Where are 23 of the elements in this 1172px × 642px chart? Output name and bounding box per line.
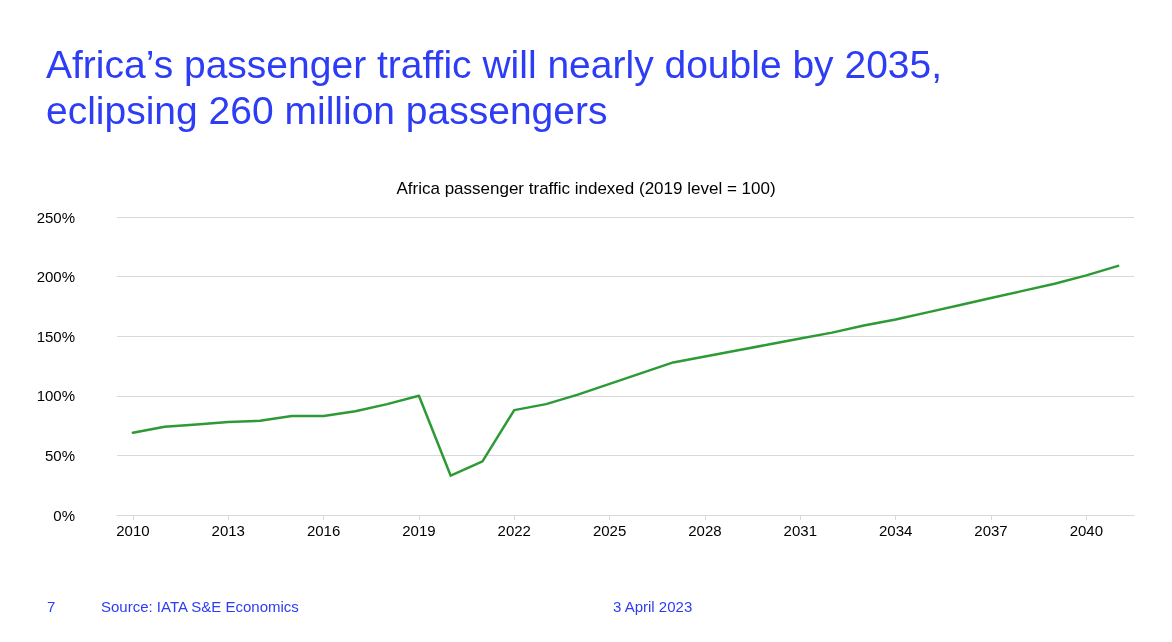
x-tick-label: 2037: [974, 522, 1008, 539]
y-tick-label: 250%: [36, 208, 75, 226]
x-tick-label: 2040: [1069, 522, 1104, 539]
x-tick-label: 2019: [402, 522, 436, 539]
text: 3 April 2023: [613, 598, 693, 615]
x-tick-label: 2028: [688, 522, 722, 539]
x-tick-label: 2013: [211, 522, 245, 539]
source-note: Source: IATA S&E Economics: [101, 598, 299, 615]
x-tick-label: 2031: [783, 522, 817, 539]
text: 7: [47, 598, 56, 615]
y-tick-label: 100%: [36, 387, 75, 405]
x-tick-label: 2034: [878, 522, 913, 539]
x-tick-label: 2022: [497, 522, 531, 539]
y-tick-label: 50%: [44, 446, 75, 464]
line-series: [131, 264, 1120, 477]
x-tick-label: 2025: [592, 522, 627, 539]
y-tick-label: 0%: [53, 506, 75, 524]
chart-subtitle: Africa passenger traffic indexed (2019 level = 100): [396, 179, 776, 198]
y-tick-label: 150%: [36, 327, 75, 345]
y-tick-label: 200%: [36, 268, 75, 286]
chart-title: Africa’s passenger traffic will nearly double by 2035, eclipsing 260 million passengers: [46, 42, 944, 134]
x-tick-label: 2016: [306, 522, 341, 539]
x-tick-label: 2010: [116, 522, 150, 539]
